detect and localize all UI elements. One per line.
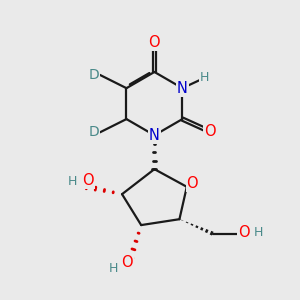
Text: O: O xyxy=(82,173,94,188)
Text: O: O xyxy=(148,35,160,50)
Text: O: O xyxy=(205,124,216,139)
Text: H: H xyxy=(109,262,119,275)
Text: H: H xyxy=(254,226,263,239)
Text: D: D xyxy=(89,125,99,139)
Text: H: H xyxy=(67,175,77,188)
Text: N: N xyxy=(177,81,188,96)
Text: N: N xyxy=(149,128,160,143)
Text: O: O xyxy=(238,225,249,240)
Text: O: O xyxy=(186,176,198,191)
Text: D: D xyxy=(89,68,99,82)
Text: O: O xyxy=(122,255,133,270)
Text: H: H xyxy=(200,71,209,84)
